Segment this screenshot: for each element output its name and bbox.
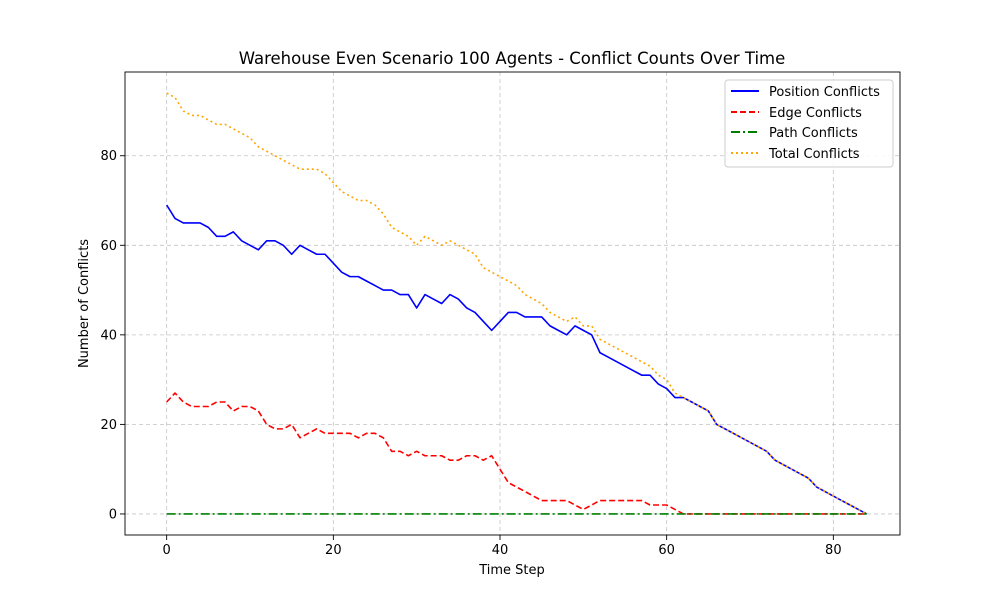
y-tick-label: 0 bbox=[109, 507, 117, 522]
y-tick-label: 80 bbox=[100, 149, 117, 164]
x-tick-label: 0 bbox=[163, 543, 171, 558]
legend-label-position-conflicts: Position Conflicts bbox=[769, 85, 880, 100]
x-tick-label: 60 bbox=[658, 543, 675, 558]
legend-box bbox=[724, 79, 894, 168]
y-axis-label: Number of Conflicts bbox=[77, 239, 92, 368]
y-tick-label: 60 bbox=[100, 239, 117, 254]
x-tick-label: 80 bbox=[825, 543, 842, 558]
axis-ticks: 0 20 40 60 80 0 20 40 60 80 bbox=[100, 149, 841, 558]
legend-label-path-conflicts: Path Conflicts bbox=[769, 126, 858, 141]
y-tick-label: 40 bbox=[100, 328, 117, 343]
x-axis-label: Time Step bbox=[478, 563, 545, 578]
legend-label-edge-conflicts: Edge Conflicts bbox=[769, 106, 862, 121]
plot-frame bbox=[124, 71, 901, 536]
y-tick-label: 20 bbox=[100, 418, 117, 433]
x-tick-label: 20 bbox=[325, 543, 342, 558]
chart-title: Warehouse Even Scenario 100 Agents - Con… bbox=[239, 49, 786, 68]
legend-label-total-conflicts: Total Conflicts bbox=[768, 147, 860, 162]
series-lines bbox=[165, 92, 868, 515]
series-line-total-conflicts bbox=[166, 92, 868, 515]
x-tick-label: 40 bbox=[492, 543, 509, 558]
legend: Position Conflicts Edge Conflicts Path C… bbox=[724, 79, 894, 168]
